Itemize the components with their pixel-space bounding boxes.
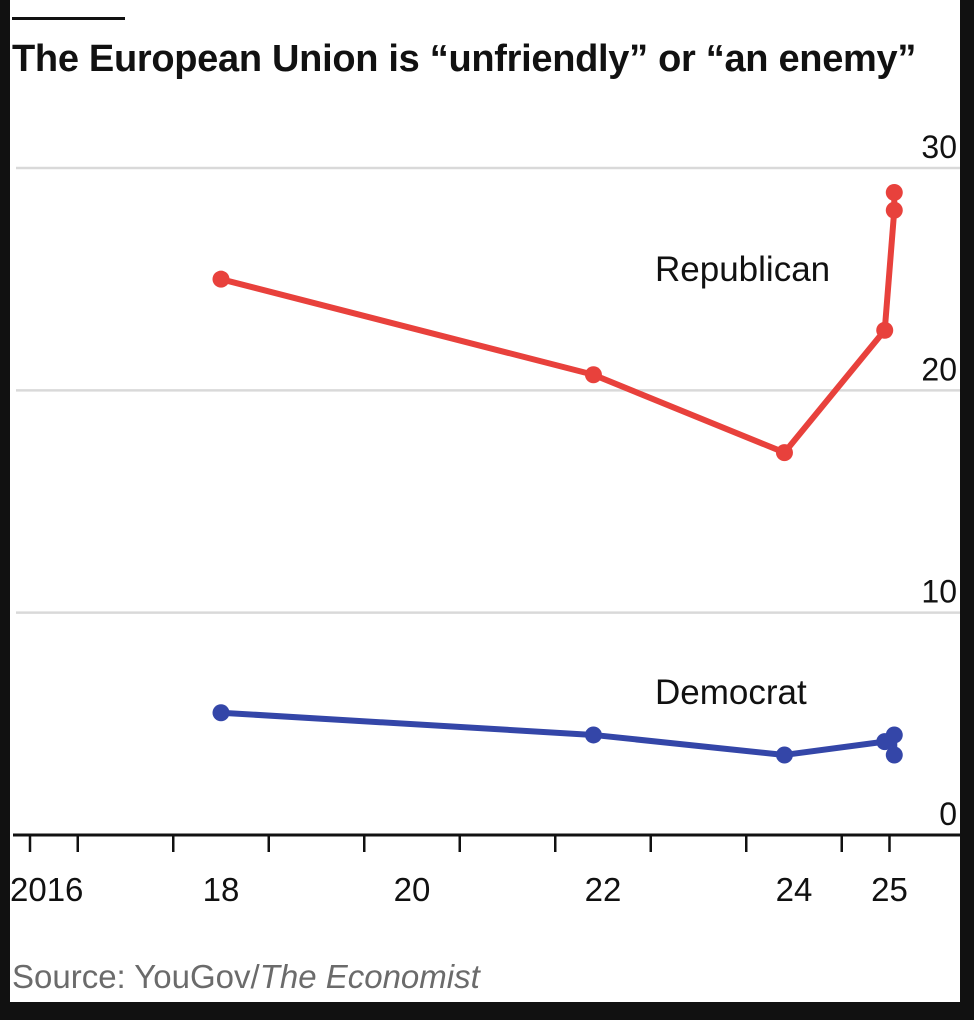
title-rule <box>12 17 125 20</box>
series-group: Republican Democrat <box>212 183 903 764</box>
gridlines <box>16 166 960 614</box>
data-point <box>212 270 230 288</box>
data-point <box>885 746 903 764</box>
x-tick-label: 18 <box>203 871 240 908</box>
chart-source: Source: YouGov/The Economist <box>12 958 480 996</box>
x-tick-label: 2016 <box>10 871 83 908</box>
x-tick-label: 22 <box>585 871 622 908</box>
y-tick-label: 10 <box>921 574 957 610</box>
data-point <box>876 321 894 339</box>
y-tick-label: 30 <box>921 129 957 165</box>
data-point <box>885 183 903 201</box>
data-point <box>775 746 793 764</box>
y-tick-label: 0 <box>939 796 957 832</box>
x-axis: 2016 18 20 22 24 25 <box>10 833 960 908</box>
y-axis-labels: 0 10 20 30 <box>921 129 957 832</box>
x-tick-label: 20 <box>394 871 431 908</box>
data-point <box>584 366 602 384</box>
series-line <box>218 709 898 758</box>
source-prefix: Source: YouGov/ <box>12 958 260 995</box>
data-point <box>885 726 903 744</box>
series-label: Republican <box>655 250 830 289</box>
data-point <box>775 444 793 462</box>
source-publication: The Economist <box>259 958 480 995</box>
series-line <box>218 189 898 456</box>
series-democrat: Democrat <box>212 673 903 764</box>
y-tick-label: 20 <box>921 351 957 387</box>
x-tick-label: 25 <box>871 871 908 908</box>
data-point <box>885 201 903 219</box>
x-tick-label: 24 <box>776 871 813 908</box>
series-label: Democrat <box>655 673 807 712</box>
data-point <box>584 726 602 744</box>
series-republican: Republican <box>212 183 903 462</box>
data-point <box>212 704 230 722</box>
chart-title: The European Union is “unfriendly” or “a… <box>12 38 917 80</box>
